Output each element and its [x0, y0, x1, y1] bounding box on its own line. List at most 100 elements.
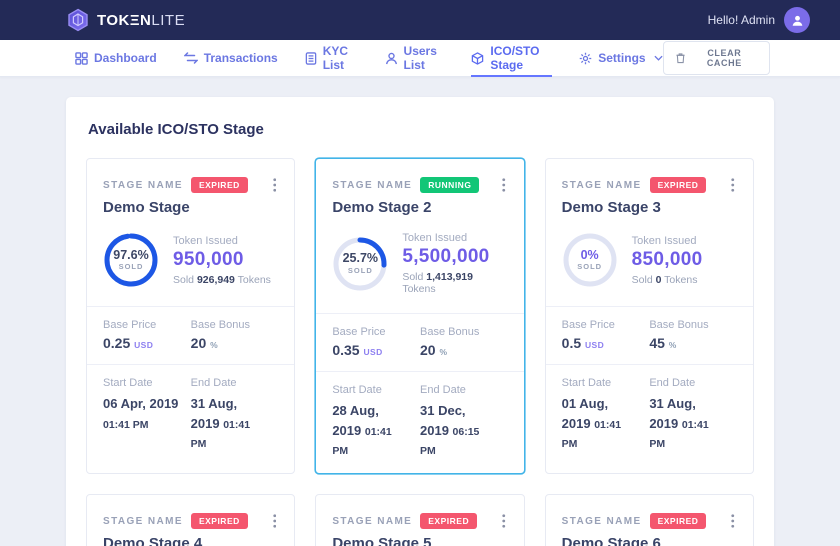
stage-title: Demo Stage 6: [561, 535, 661, 546]
user-avatar[interactable]: [784, 7, 810, 33]
status-badge: EXPIRED: [190, 177, 248, 193]
end-date-label: End Date: [420, 384, 466, 396]
card-menu-button[interactable]: [271, 176, 279, 194]
sold-percent: 0%: [580, 247, 599, 262]
stage-title: Demo Stage: [103, 199, 190, 216]
sold-ring-label: SOLD: [347, 265, 373, 275]
sold-word: Sold: [173, 273, 195, 286]
base-bonus-unit: %: [210, 340, 219, 350]
clear-cache-button[interactable]: CLEAR CACHE: [662, 41, 770, 75]
stage-name-label: STAGE NAME: [561, 515, 642, 527]
stage-name-label: STAGE NAME: [561, 179, 642, 191]
base-price-value: 0.5: [561, 335, 582, 351]
top-header: TOKΞNLITE Hello! Admin: [0, 0, 840, 40]
sold-percent: 97.6%: [113, 247, 149, 262]
sold-tokens-line: Sold 1,413,919 Tokens: [402, 271, 507, 295]
sold-percent: 25.7%: [342, 251, 379, 266]
card-menu-button[interactable]: [500, 512, 508, 530]
nav-item-ico-sto-stage[interactable]: ICO/STO Stage: [471, 40, 553, 77]
base-bonus-block: Base Bonus 20 %: [420, 326, 508, 358]
start-date-label: Start Date: [103, 377, 153, 389]
nav-item-transactions[interactable]: Transactions: [183, 40, 278, 76]
stage-card: STAGE NAME EXPIRED Demo Stage 97.6% SOL: [86, 158, 296, 474]
stage-title: Demo Stage 2: [332, 199, 432, 216]
base-bonus-value: 45: [649, 335, 665, 351]
end-date-block: End Date 31 Aug, 2019 01:41 PM: [649, 377, 737, 453]
start-date-block: Start Date 28 Aug, 2019 01:41 PM: [332, 384, 420, 460]
kebab-menu-icon: [273, 514, 276, 528]
base-bonus-value: 20: [190, 335, 207, 351]
nav-label: Transactions: [203, 51, 278, 65]
list-icon: [305, 51, 317, 65]
base-bonus-value: 20: [420, 342, 436, 358]
chevron-down-icon: [654, 55, 663, 61]
nav-label: KYC List: [322, 44, 349, 72]
tokens-word: Tokens: [237, 273, 271, 286]
end-date-value: 31 Dec, 2019: [420, 403, 466, 438]
end-date-block: End Date 31 Dec, 2019 06:15 PM: [420, 384, 508, 460]
nav-item-settings[interactable]: Settings: [579, 40, 663, 76]
token-issued-block: Token Issued 950,000 Sold 926,949 Tokens: [173, 235, 271, 286]
brand-name-light: LITE: [151, 11, 186, 29]
sold-ring-label: SOLD: [577, 262, 603, 272]
base-bonus-label: Base Bonus: [649, 319, 709, 331]
token-section: 97.6% SOLD Token Issued 950,000 Sold 926…: [87, 230, 294, 306]
start-date-value: 28 Aug, 2019: [332, 403, 379, 438]
kebab-menu-icon: [502, 178, 506, 192]
clear-cache-label: CLEAR CACHE: [706, 48, 742, 68]
stage-card-header: STAGE NAME EXPIRED Demo Stage 3: [546, 159, 753, 230]
base-price-unit: USD: [585, 340, 605, 350]
gear-icon: [579, 52, 592, 64]
start-date-value: 06 Apr, 2019: [103, 396, 179, 411]
greeting-text: Hello! Admin: [707, 13, 775, 27]
stage-card-header: STAGE NAME EXPIRED Demo Stage: [87, 159, 294, 230]
transfer-icon: [183, 52, 198, 64]
user-icon: [792, 15, 802, 26]
sold-progress-ring: 97.6% SOLD: [103, 232, 159, 288]
content-panel: Available ICO/STO Stage STAGE NAME EXPIR…: [66, 97, 774, 546]
stage-card-header: STAGE NAME RUNNING Demo Stage 2: [316, 159, 523, 230]
status-badge: RUNNING: [420, 177, 480, 193]
dates-section: Start Date 06 Apr, 2019 01:41 PM End Dat…: [87, 364, 295, 466]
card-menu-button[interactable]: [271, 512, 279, 530]
base-price-value: 0.25: [103, 335, 131, 351]
nav-label: Settings: [598, 51, 646, 65]
nav-item-kyc-list[interactable]: KYC List: [305, 40, 358, 76]
start-time-value: 01:41 PM: [103, 418, 149, 431]
kebab-menu-icon: [502, 514, 506, 528]
token-issued-value: 850,000: [631, 248, 703, 270]
stage-card: STAGE NAME EXPIRED Demo Stage 4 0% SOLD: [86, 494, 296, 546]
nav-item-dashboard[interactable]: Dashboard: [75, 40, 157, 76]
card-menu-button[interactable]: [729, 176, 737, 194]
card-menu-button[interactable]: [729, 512, 737, 530]
token-issued-label: Token Issued: [402, 232, 468, 244]
token-issued-label: Token Issued: [631, 234, 697, 247]
user-icon: [385, 52, 397, 64]
stage-card: STAGE NAME EXPIRED Demo Stage 6 0% SOLD: [544, 494, 754, 546]
brand-logo[interactable]: TOKΞNLITE: [66, 8, 185, 32]
kebab-menu-icon: [731, 514, 735, 528]
tokenlite-logo-icon: [68, 8, 88, 32]
status-badge: EXPIRED: [190, 513, 248, 529]
sold-word: Sold: [631, 273, 653, 286]
stage-name-label: STAGE NAME: [103, 515, 183, 527]
base-price-label: Base Price: [561, 319, 615, 331]
kebab-menu-icon: [731, 178, 735, 192]
base-bonus-label: Base Bonus: [420, 326, 480, 338]
start-date-value: 01 Aug, 2019: [561, 396, 609, 431]
page-title: Available ICO/STO Stage: [88, 121, 264, 138]
start-date-label: Start Date: [561, 377, 612, 389]
start-time-value: 01:41 PM: [561, 418, 622, 451]
base-bonus-label: Base Bonus: [190, 319, 250, 331]
status-badge: EXPIRED: [649, 177, 707, 193]
stage-card-header: STAGE NAME EXPIRED Demo Stage 5: [316, 495, 523, 546]
start-date-block: Start Date 01 Aug, 2019 01:41 PM: [562, 377, 650, 453]
nav-item-users-list[interactable]: Users List: [385, 40, 445, 76]
card-menu-button[interactable]: [500, 176, 508, 194]
base-price-unit: USD: [134, 340, 154, 350]
stage-name-label: STAGE NAME: [332, 515, 413, 527]
sold-amount: 926,949: [196, 273, 235, 286]
base-price-label: Base Price: [103, 319, 157, 331]
end-time-value: 06:15 PM: [420, 425, 480, 458]
price-bonus-section: Base Price 0.25 USD Base Bonus 20 %: [87, 306, 295, 364]
